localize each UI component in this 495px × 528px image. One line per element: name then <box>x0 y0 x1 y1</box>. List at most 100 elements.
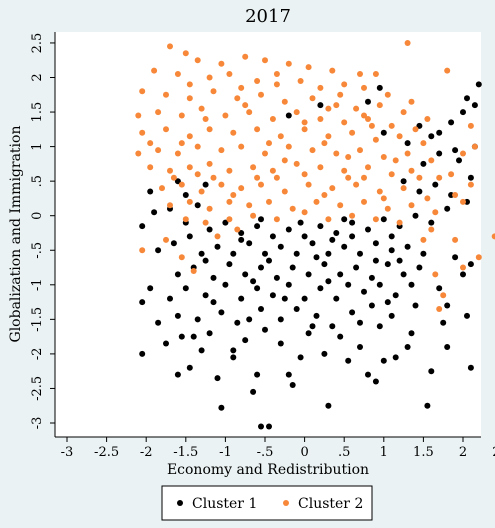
point-cluster-1-136 <box>432 181 439 188</box>
point-cluster-1-17 <box>230 354 237 361</box>
point-cluster-2-104 <box>353 181 360 188</box>
point-cluster-1-168 <box>384 299 391 306</box>
point-cluster-2-45 <box>317 116 324 122</box>
point-cluster-1-50 <box>412 302 419 309</box>
point-cluster-1-125 <box>380 216 387 223</box>
point-cluster-2-111 <box>206 205 213 212</box>
point-cluster-1-65 <box>345 281 352 288</box>
point-cluster-2-103 <box>329 185 336 192</box>
point-cluster-2-106 <box>400 185 407 192</box>
point-cluster-1-88 <box>416 264 423 271</box>
point-cluster-1-154 <box>365 98 371 105</box>
point-cluster-2-76 <box>404 150 411 157</box>
y-tick-label: -3 <box>30 417 45 430</box>
point-cluster-2-71 <box>285 143 292 150</box>
point-cluster-2-141 <box>420 236 427 243</box>
point-cluster-1-7 <box>285 371 292 378</box>
point-cluster-1-117 <box>254 223 261 230</box>
y-axis-ticks: -3 -2.5 -2 -1.5 -1 -.5 0 .5 1 1.5 2 2.5 <box>30 33 55 430</box>
point-cluster-1-23 <box>404 344 411 350</box>
point-cluster-2-160 <box>361 174 367 181</box>
point-cluster-2-53 <box>206 126 213 133</box>
point-cluster-1-165 <box>357 319 363 326</box>
point-cluster-2-89 <box>341 167 348 174</box>
point-cluster-1-144 <box>428 133 435 140</box>
point-cluster-2-58 <box>325 133 332 140</box>
point-cluster-1-53 <box>147 285 154 292</box>
point-cluster-2-26 <box>163 91 169 98</box>
point-cluster-2-159 <box>301 171 308 178</box>
point-cluster-1-103 <box>341 243 348 250</box>
point-cluster-2-36 <box>400 109 407 116</box>
point-cluster-1-184 <box>258 216 264 223</box>
point-cluster-2-179 <box>273 71 280 77</box>
point-cluster-2-158 <box>210 174 217 181</box>
point-cluster-2-135 <box>139 247 146 254</box>
point-cluster-2-174 <box>408 98 415 105</box>
point-cluster-1-59 <box>254 285 261 292</box>
point-cluster-1-11 <box>428 368 435 375</box>
point-cluster-1-6 <box>214 375 221 382</box>
point-cluster-2-18 <box>254 78 261 84</box>
point-cluster-1-178 <box>238 236 245 243</box>
point-cluster-2-178 <box>186 81 193 88</box>
point-cluster-1-183 <box>341 216 348 223</box>
x-tick-label: 0 <box>300 445 308 460</box>
point-cluster-2-64 <box>135 150 142 157</box>
point-cluster-1-76 <box>226 261 233 268</box>
point-cluster-2-86 <box>269 167 276 174</box>
point-cluster-2-119 <box>384 205 391 212</box>
point-cluster-2-80 <box>147 164 154 171</box>
point-cluster-1-43 <box>277 316 284 323</box>
point-cluster-1-38 <box>174 312 181 319</box>
point-cluster-1-162 <box>289 382 296 388</box>
point-cluster-2-62 <box>420 140 427 147</box>
point-cluster-1-89 <box>452 254 459 261</box>
point-cluster-1-83 <box>337 271 344 278</box>
point-cluster-2-28 <box>210 88 217 95</box>
point-cluster-2-88 <box>317 164 324 171</box>
plot-area <box>55 32 481 437</box>
point-cluster-1-75 <box>210 274 217 281</box>
point-cluster-2-24 <box>384 91 391 98</box>
point-cluster-1-167 <box>309 323 316 330</box>
point-cluster-1-113 <box>194 202 201 209</box>
point-cluster-1-98 <box>262 250 268 257</box>
point-cluster-1-60 <box>269 292 276 299</box>
point-cluster-1-106 <box>388 247 395 254</box>
point-cluster-1-139 <box>467 174 474 181</box>
point-cluster-1-47 <box>349 309 356 316</box>
legend-label-cluster-2: Cluster 2 <box>298 496 363 512</box>
point-cluster-2-114 <box>266 198 272 205</box>
point-cluster-1-40 <box>218 309 225 316</box>
point-cluster-2-138 <box>190 268 197 274</box>
point-cluster-1-68 <box>392 292 399 299</box>
legend-marker-cluster-1 <box>177 500 183 506</box>
point-cluster-1-42 <box>258 306 264 312</box>
point-cluster-1-80 <box>289 264 296 271</box>
point-cluster-2-54 <box>230 129 237 136</box>
point-cluster-1-19 <box>321 350 328 357</box>
point-cluster-1-177 <box>349 233 356 240</box>
point-cluster-1-27 <box>206 330 213 337</box>
point-cluster-2-142 <box>432 271 439 278</box>
point-cluster-1-86 <box>384 261 391 268</box>
point-cluster-1-57 <box>222 281 229 288</box>
point-cluster-2-67 <box>194 143 201 150</box>
point-cluster-1-79 <box>273 274 280 281</box>
point-cluster-1-131 <box>174 178 181 185</box>
point-cluster-2-48 <box>388 122 395 129</box>
point-cluster-1-10 <box>372 378 379 385</box>
point-cluster-1-49 <box>388 312 395 319</box>
point-cluster-1-30 <box>305 330 312 337</box>
point-cluster-2-82 <box>186 164 193 171</box>
point-cluster-2-35 <box>376 102 383 109</box>
point-cluster-1-155 <box>317 102 324 109</box>
point-cluster-1-71 <box>460 271 466 278</box>
point-cluster-2-43 <box>269 116 276 122</box>
y-tick-label: 1 <box>30 142 45 150</box>
point-cluster-1-151 <box>404 140 411 147</box>
point-cluster-1-124 <box>365 226 371 233</box>
y-tick-label: .5 <box>30 175 45 187</box>
